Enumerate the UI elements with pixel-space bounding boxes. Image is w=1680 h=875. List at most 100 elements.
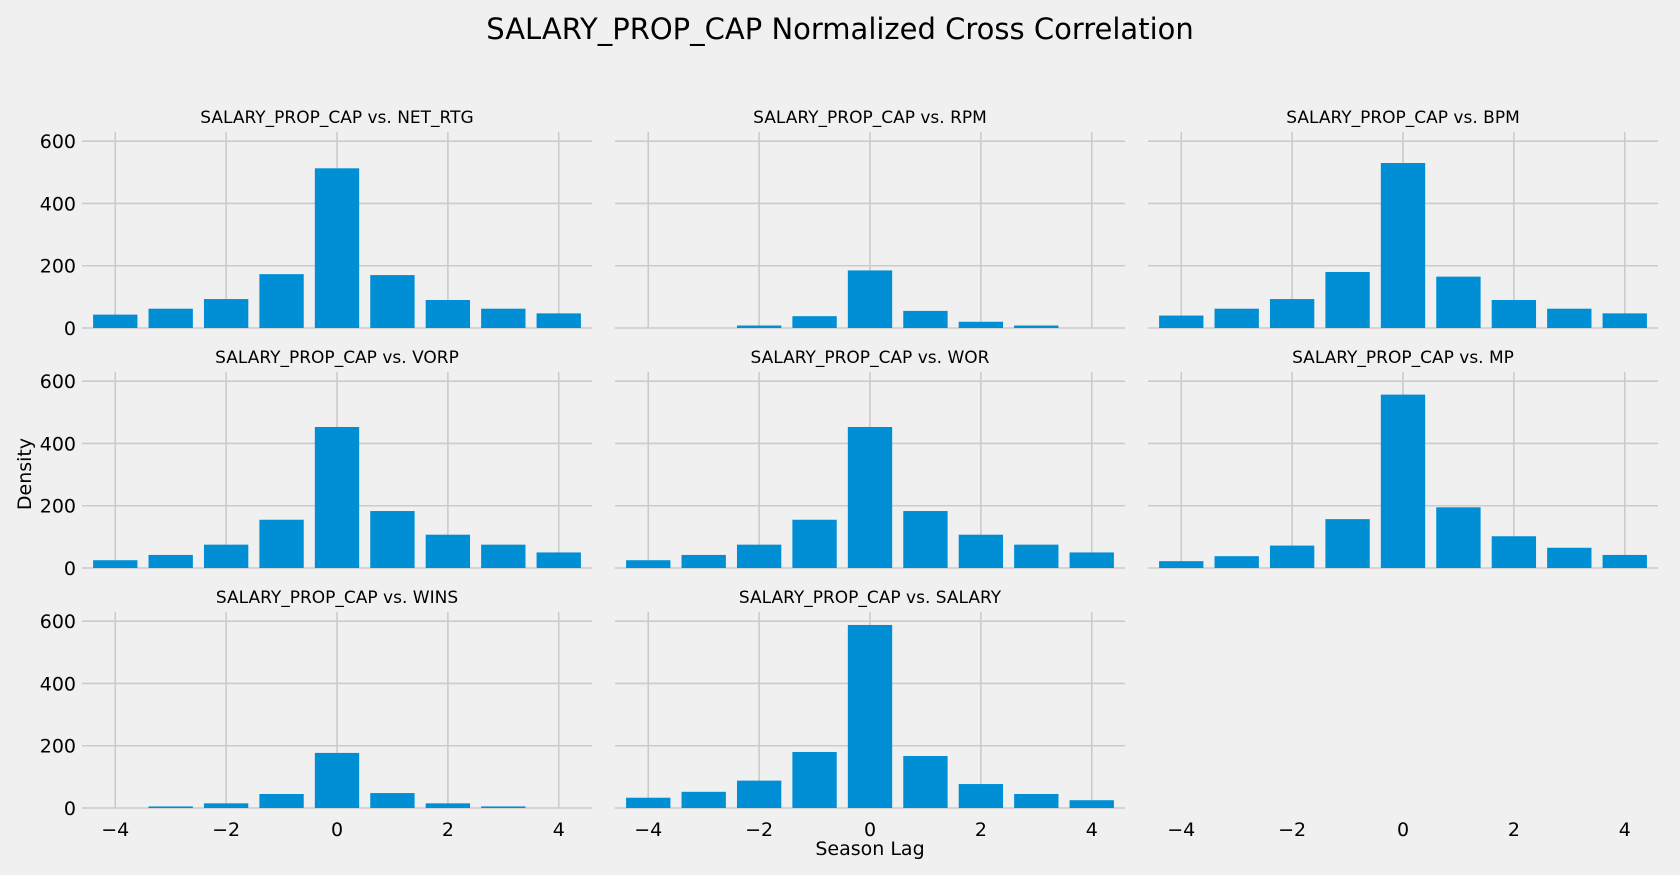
bar [203,544,249,568]
bar [626,797,671,808]
bar [148,308,193,328]
y-tick-label: 200 [40,496,76,518]
figure-title: SALARY_PROP_CAP Normalized Cross Correla… [486,12,1194,46]
bar [1602,313,1647,328]
x-tick-label: 2 [975,819,987,841]
bar [1380,163,1426,328]
bar [536,552,581,568]
x-tick-label: −4 [1167,819,1195,841]
bar [903,310,948,328]
x-tick-label: −4 [634,819,662,841]
bar [1436,507,1481,568]
subplot: SALARY_PROP_CAP vs. BPM [1148,108,1658,329]
y-tick-label: 200 [40,736,76,758]
bar [1014,793,1059,808]
bar [1159,315,1204,328]
bar [736,325,782,328]
subplot-title: SALARY_PROP_CAP vs. BPM [1286,108,1520,128]
bar [370,275,415,328]
bar [259,519,304,568]
bar [1491,536,1537,568]
subplot: SALARY_PROP_CAP vs. SALARY −4 −2 0 2 4 [615,588,1125,841]
bar [536,313,581,328]
x-tick-label: 0 [864,819,876,841]
x-tick-label: −2 [1278,819,1306,841]
subplots: SALARY_PROP_CAP vs. NET_RTG0200400600SAL… [40,108,1658,841]
bar [736,780,782,808]
bar [425,299,471,328]
y-tick-label: 400 [40,673,76,695]
bar [1547,547,1592,568]
subplot-title: SALARY_PROP_CAP vs. MP [1292,348,1514,368]
bar [481,806,526,808]
bar [1214,308,1259,328]
bar [1602,554,1647,568]
bar [259,274,304,328]
bar [847,624,893,808]
bar [1069,552,1114,568]
subplot: SALARY_PROP_CAP vs. WOR [615,348,1125,569]
bar [1436,276,1481,328]
bar [93,560,138,568]
subplot-title: SALARY_PROP_CAP vs. SALARY [739,588,1002,608]
bar [792,519,837,568]
bar [481,544,526,568]
subplot: SALARY_PROP_CAP vs. MP −4 −2 0 2 4 [1148,348,1658,841]
y-tick-label: 400 [40,193,76,215]
y-tick-label: 0 [64,558,76,580]
bar [1014,544,1059,568]
y-tick-label: 600 [40,611,76,633]
bar [259,793,304,808]
bar [903,511,948,568]
bar [847,270,893,328]
subplot-title: SALARY_PROP_CAP vs. RPM [753,108,987,128]
bar [1325,519,1370,568]
y-tick-label: 600 [40,131,76,153]
bar [481,308,526,328]
bar [314,426,360,568]
x-tick-label: 2 [1508,819,1520,841]
bar [425,803,471,808]
y-tick-label: 200 [40,256,76,278]
subplot: SALARY_PROP_CAP vs. NET_RTG 0 200 400 600 [40,108,592,340]
y-tick-label: 0 [64,318,76,340]
bar [1214,556,1259,568]
bar [1547,308,1592,328]
x-tick-label: 4 [553,819,565,841]
bar [203,803,249,808]
x-tick-label: −4 [101,819,129,841]
bar [203,299,249,328]
bar [958,534,1004,568]
bar [93,314,138,328]
subplot-title: SALARY_PROP_CAP vs. NET_RTG [200,108,473,128]
bar [792,316,837,328]
bar [847,426,893,568]
bar [681,554,726,568]
subplot: SALARY_PROP_CAP vs. RPM [615,108,1125,329]
y-tick-label: 400 [40,433,76,455]
bar [314,168,360,328]
bar [1069,800,1114,808]
bar [1325,271,1370,328]
bar [681,791,726,808]
x-tick-label: 2 [442,819,454,841]
x-axis-label: Season Lag [815,838,924,860]
bar [958,321,1004,328]
bar [370,511,415,568]
subplot-title: SALARY_PROP_CAP vs. WINS [216,588,458,608]
bar [148,554,193,568]
bar [736,544,782,568]
bar [425,534,471,568]
bar [626,560,671,568]
y-axis-label: Density [14,438,36,510]
bar [1014,325,1059,328]
x-tick-label: −2 [745,819,773,841]
bar [1380,394,1426,568]
subplot-title: SALARY_PROP_CAP vs. VORP [215,348,459,368]
bar [370,793,415,808]
bar [148,806,193,808]
x-tick-label: 4 [1086,819,1098,841]
subplot: SALARY_PROP_CAP vs. VORP 0 200 400 600 [40,348,592,580]
